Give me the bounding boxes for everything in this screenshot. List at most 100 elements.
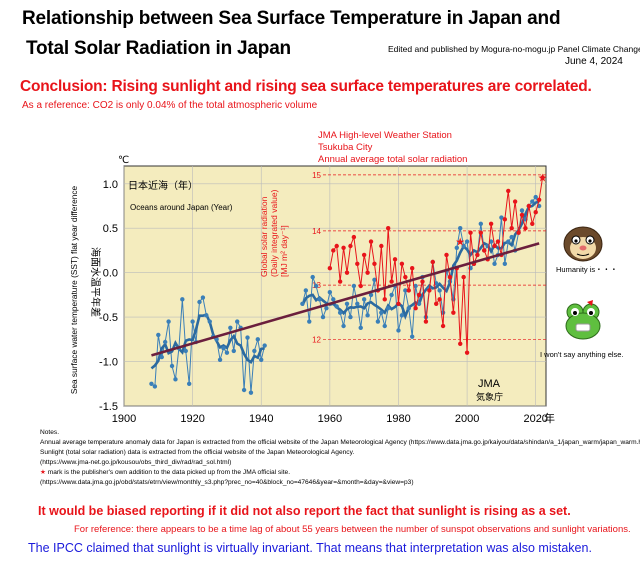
sst-point bbox=[454, 245, 459, 250]
x-tick-label: 2000 bbox=[455, 413, 479, 425]
right-axis-tick-label: 15 bbox=[312, 171, 321, 180]
inner-label-en: Oceans around Japan (Year) bbox=[130, 203, 233, 212]
solar-point bbox=[355, 261, 360, 266]
sst-point bbox=[317, 297, 322, 302]
star-mark: ★ bbox=[538, 173, 548, 185]
notes-line3: (https://www.jma-net.go.jp/kousou/obs_th… bbox=[40, 459, 232, 466]
sst-point bbox=[248, 390, 254, 395]
y-tick-label: 1.0 bbox=[103, 179, 118, 191]
solar-point bbox=[379, 243, 384, 249]
solar-point bbox=[451, 310, 456, 315]
solar-point bbox=[327, 266, 333, 271]
sst-point bbox=[519, 208, 525, 213]
solar-point bbox=[492, 243, 497, 249]
sst-point bbox=[365, 313, 370, 318]
sst-point bbox=[207, 319, 212, 324]
sst-point bbox=[351, 283, 357, 289]
mole-caption: Humanity is・・・ bbox=[556, 265, 618, 274]
notes-line1: Annual average temperature anomaly data … bbox=[40, 439, 640, 446]
solar-point bbox=[382, 297, 387, 302]
sst-moving-average bbox=[150, 313, 265, 370]
solar-point bbox=[423, 319, 429, 324]
solar-point bbox=[464, 350, 470, 355]
solar-point bbox=[341, 245, 346, 250]
solar-point bbox=[396, 301, 401, 306]
solar-point bbox=[482, 248, 487, 253]
sst-point bbox=[217, 357, 223, 362]
sst-point bbox=[361, 297, 367, 302]
sst-point bbox=[303, 288, 309, 293]
sst-point bbox=[156, 332, 161, 338]
sst-point bbox=[461, 243, 466, 249]
frog-character-icon bbox=[565, 300, 601, 340]
publish-date: June 4, 2024 bbox=[565, 56, 623, 67]
sst-point bbox=[186, 381, 192, 386]
sst-point bbox=[399, 313, 405, 318]
sst-point bbox=[368, 292, 374, 298]
x-tick-label: 1920 bbox=[180, 413, 204, 425]
star-marks: ★★ bbox=[455, 173, 547, 249]
gridlines bbox=[123, 166, 546, 407]
solar-point bbox=[403, 274, 408, 280]
solar-point bbox=[344, 270, 350, 275]
sst-point bbox=[492, 261, 497, 266]
sst-point bbox=[235, 319, 240, 324]
sst-point bbox=[382, 323, 387, 329]
right-axis-tick-label: 14 bbox=[312, 227, 321, 236]
solar-point bbox=[506, 188, 511, 194]
y-axis-label: Sea surface water temperature (SST) flat… bbox=[69, 185, 79, 394]
sst-point bbox=[221, 346, 226, 351]
sst-point bbox=[200, 295, 206, 300]
solar-point bbox=[444, 252, 449, 258]
solar-point bbox=[361, 252, 367, 258]
sst-point bbox=[231, 348, 236, 354]
y-axis: 1.0 0.5 0.0 -0.5 -1.0 -1.5 bbox=[99, 179, 118, 413]
solar-point bbox=[523, 226, 528, 231]
sst-point bbox=[478, 221, 484, 226]
sst-point bbox=[320, 314, 326, 320]
sst-point bbox=[313, 283, 319, 289]
sst-point bbox=[241, 387, 247, 393]
solar-point bbox=[399, 261, 405, 266]
solar-point bbox=[440, 323, 446, 329]
sst-point bbox=[372, 277, 377, 282]
solar-point bbox=[348, 243, 353, 249]
sst-point bbox=[152, 384, 158, 389]
sst-point bbox=[379, 310, 384, 315]
star-mark-icon: ★ bbox=[40, 469, 46, 476]
notes-block: Notes. Annual average temperature anomal… bbox=[40, 428, 640, 488]
right-axis-tick-label: 12 bbox=[312, 335, 321, 344]
x-tick-label: 1900 bbox=[112, 413, 136, 425]
sst-point bbox=[197, 299, 202, 305]
plot-area bbox=[123, 165, 547, 407]
solar-point bbox=[533, 210, 538, 215]
chart-title-line2: Total Solar Radiation in Japan bbox=[26, 38, 291, 59]
sst-point bbox=[214, 337, 219, 342]
y-tick-label: -1.5 bbox=[99, 401, 118, 413]
publisher-credit: Edited and published by Mogura-no-mogu.j… bbox=[388, 44, 640, 54]
solar-point bbox=[519, 212, 525, 218]
x-tick-label: 2020 bbox=[523, 413, 547, 425]
solar-point bbox=[447, 274, 453, 280]
x-axis: 1900 1920 1940 1960 1980 2000 2020 bbox=[112, 413, 548, 425]
sst-point bbox=[530, 199, 535, 204]
y-tick-label: -1.0 bbox=[99, 357, 118, 369]
solar-point bbox=[385, 226, 391, 231]
jma-source-label-jp: 気象庁 bbox=[476, 391, 503, 402]
sst-point bbox=[355, 301, 360, 306]
station-line3: Annual average total solar radiation bbox=[318, 154, 467, 165]
sst-point bbox=[396, 328, 401, 333]
solar-point bbox=[502, 217, 508, 222]
solar-point bbox=[488, 221, 494, 226]
sst-point bbox=[262, 343, 267, 348]
solar-point bbox=[430, 259, 435, 265]
mole-character-icon bbox=[563, 226, 603, 262]
sst-point bbox=[324, 306, 329, 311]
sst-point bbox=[499, 215, 504, 220]
sst-point bbox=[488, 239, 494, 244]
sst-point bbox=[458, 226, 463, 231]
sst-point bbox=[437, 288, 442, 293]
sst-point bbox=[173, 377, 178, 382]
sst-point bbox=[255, 337, 261, 342]
solar-point bbox=[427, 288, 432, 293]
